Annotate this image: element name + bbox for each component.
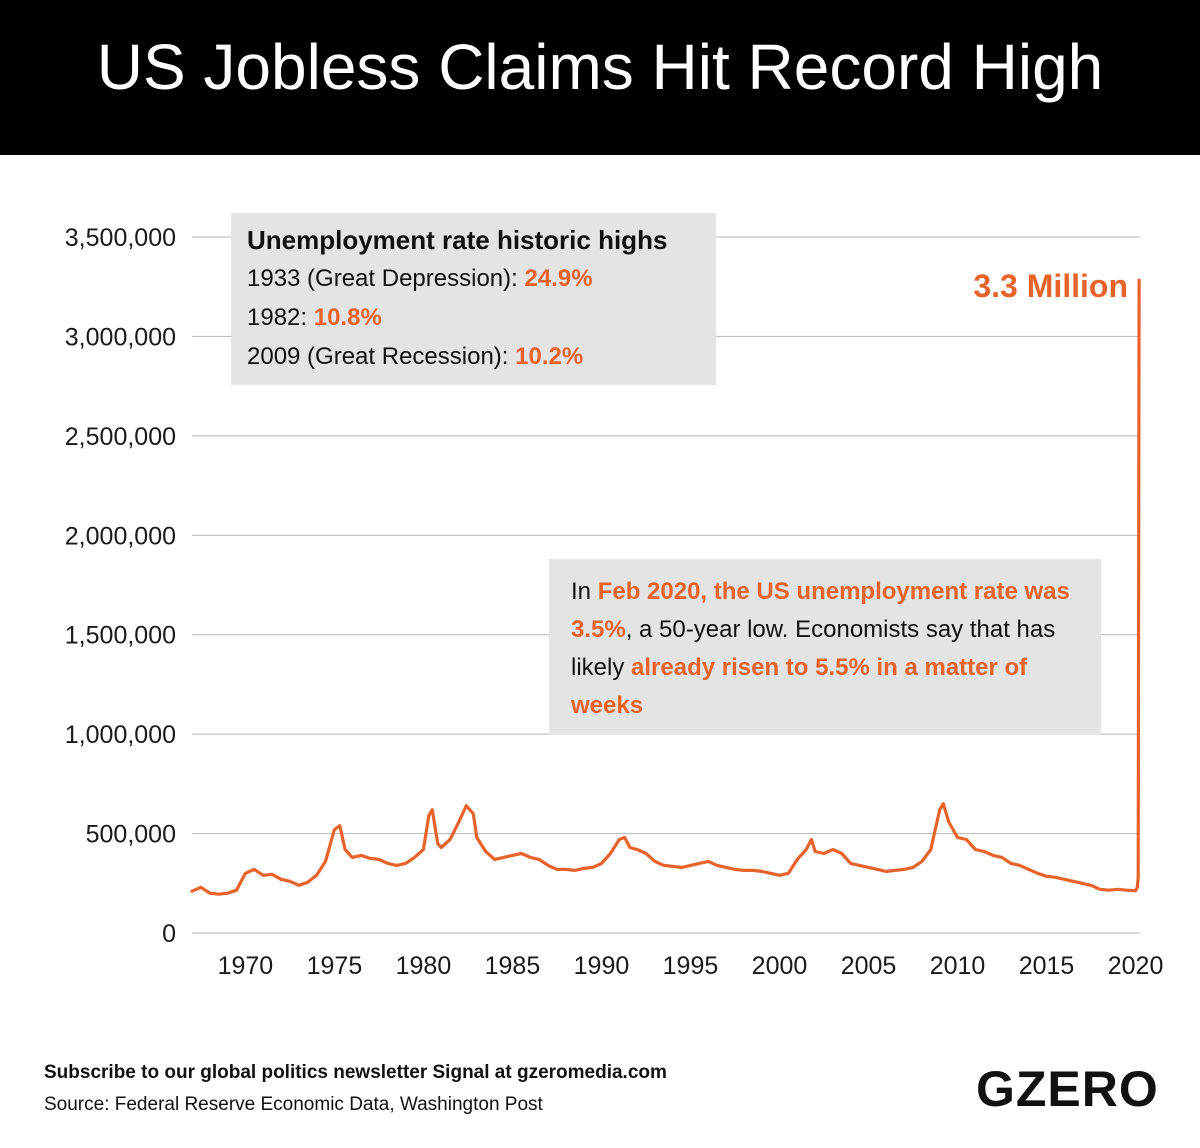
row-year: 1982	[247, 304, 301, 331]
x-tick-label: 1990	[574, 952, 630, 980]
x-tick-label: 1985	[485, 952, 541, 980]
annotation-highlight: already risen to 5.5% in a matter of wee…	[571, 654, 1028, 719]
jobless-claims-chart: 0 500,000 1,000,000 1,500,000 2,000,000 2,500…	[65, 224, 1164, 980]
x-tick-label: 2015	[1019, 952, 1075, 980]
x-tick-label: 1980	[396, 952, 452, 980]
row-note: (Great Recession)	[300, 343, 502, 370]
annotation-highlight: Feb 2020, the US unemployment rate was 3…	[571, 578, 1070, 643]
title-bar: US Jobless Claims Hit Record High	[0, 0, 1200, 155]
x-tick-label: 1970	[218, 952, 274, 980]
historic-highs-heading: Unemployment rate historic highs	[247, 225, 668, 255]
y-tick-label: 1,500,000	[65, 622, 176, 650]
annotation-text: In Feb 2020, the US unemployment rate wa…	[571, 573, 1086, 725]
row-separator: :	[511, 265, 525, 292]
y-tick-label: 0	[162, 920, 176, 948]
claims-series-line	[190, 278, 1141, 896]
row-year: 2009	[247, 343, 301, 370]
annotation-text-part: In	[571, 578, 598, 605]
x-tick-label: 2010	[930, 952, 986, 980]
x-tick-label: 2000	[752, 952, 808, 980]
peak-value-label: 3.3 Million	[973, 268, 1128, 304]
historic-highs-box: Unemployment rate historic highs 1933 (G…	[231, 213, 716, 385]
row-value: 10.2%	[515, 343, 584, 370]
gzero-logo: GZERO	[976, 1061, 1159, 1117]
y-axis-tick-labels: 0 500,000 1,000,000 1,500,000 2,000,000 2,500…	[65, 224, 176, 948]
row-note: (Great Depression)	[300, 265, 512, 292]
y-tick-label: 500,000	[86, 821, 176, 849]
row-separator: :	[300, 304, 314, 331]
annotation-text-part: , a 50-year low. Economists say that has…	[571, 616, 1056, 681]
historic-high-row: 1933 (Great Depression): 24.9%	[247, 265, 593, 293]
y-tick-label: 2,500,000	[65, 423, 176, 451]
x-axis-tick-labels: 1970 1975 1980 1985 1990 1995 2000 2005 2010 2015…	[218, 952, 1164, 980]
y-tick-label: 1,000,000	[65, 721, 176, 749]
feb-2020-annotation-box: In Feb 2020, the US unemployment rate wa…	[549, 559, 1101, 735]
historic-high-row: 2009 (Great Recession): 10.2%	[247, 343, 583, 371]
row-year: 1933	[247, 265, 301, 292]
y-tick-label: 2,000,000	[65, 522, 176, 550]
x-tick-label: 1975	[307, 952, 363, 980]
y-tick-label: 3,000,000	[65, 323, 176, 351]
page-title: US Jobless Claims Hit Record High	[96, 31, 1104, 103]
newsletter-text: Subscribe to our global politics newslet…	[44, 1062, 667, 1083]
x-tick-label: 2005	[841, 952, 897, 980]
x-tick-label: 2020	[1108, 952, 1164, 980]
row-value: 24.9%	[524, 265, 593, 292]
source-text: Source: Federal Reserve Economic Data, W…	[44, 1094, 543, 1115]
row-value: 10.8%	[313, 304, 382, 331]
y-tick-label: 3,500,000	[65, 224, 176, 252]
x-tick-label: 1995	[663, 952, 719, 980]
row-separator: :	[501, 343, 516, 370]
historic-high-row: 1982: 10.8%	[247, 304, 382, 332]
